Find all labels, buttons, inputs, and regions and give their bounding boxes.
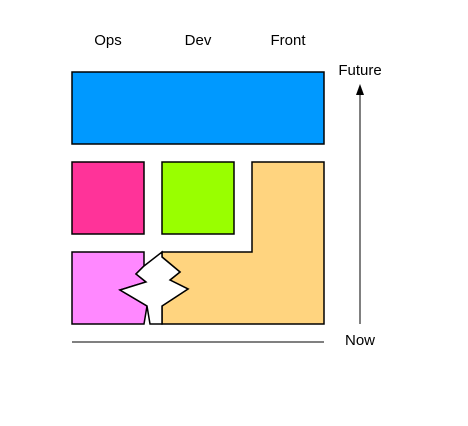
column-label-front: Front bbox=[270, 32, 306, 49]
column-label-dev: Dev bbox=[185, 32, 212, 49]
dev-middle-block bbox=[161, 161, 235, 235]
top-wide-block bbox=[71, 71, 325, 145]
future-label: Future bbox=[338, 62, 381, 79]
now-label: Now bbox=[345, 332, 375, 349]
column-label-ops: Ops bbox=[94, 32, 122, 49]
time-arrow-head-icon bbox=[356, 84, 364, 95]
break-lightning-icon bbox=[118, 250, 190, 325]
ops-middle-block bbox=[71, 161, 145, 235]
